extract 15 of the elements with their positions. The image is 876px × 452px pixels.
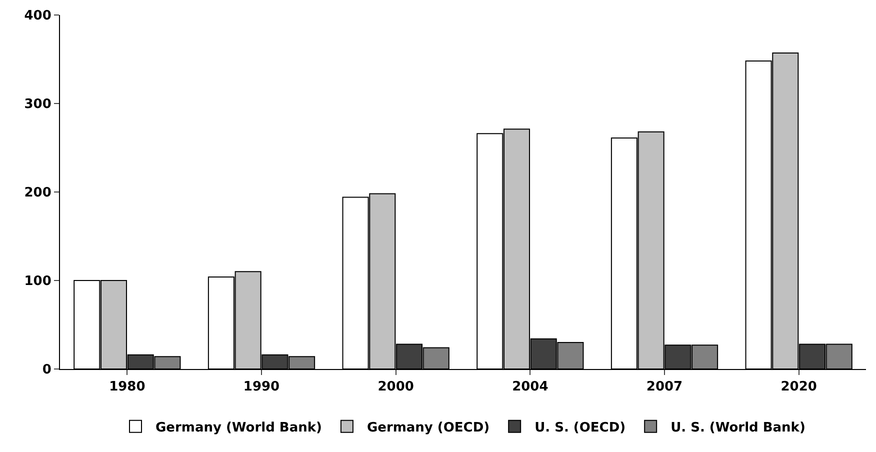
- y-tick-label: 300: [24, 97, 52, 112]
- x-tick-label: 2007: [646, 380, 683, 395]
- x-tick-label: 1980: [109, 380, 146, 395]
- x-tick-label: 1990: [243, 380, 280, 395]
- legend-label: U. S. (World Bank): [670, 420, 806, 436]
- y-tick-label: 100: [24, 274, 52, 290]
- legend-label: U. S. (OECD): [534, 420, 626, 436]
- legend-label: Germany (World Bank): [156, 420, 322, 436]
- y-tick-label: 200: [24, 186, 52, 201]
- y-tick-label: 400: [24, 8, 52, 24]
- x-tick-label: 2020: [780, 380, 817, 395]
- x-tick-label: 2004: [512, 380, 548, 395]
- y-tick-label: 0: [42, 362, 52, 378]
- x-tick-label: 2000: [378, 380, 414, 395]
- legend-label: Germany (OECD): [366, 420, 490, 436]
